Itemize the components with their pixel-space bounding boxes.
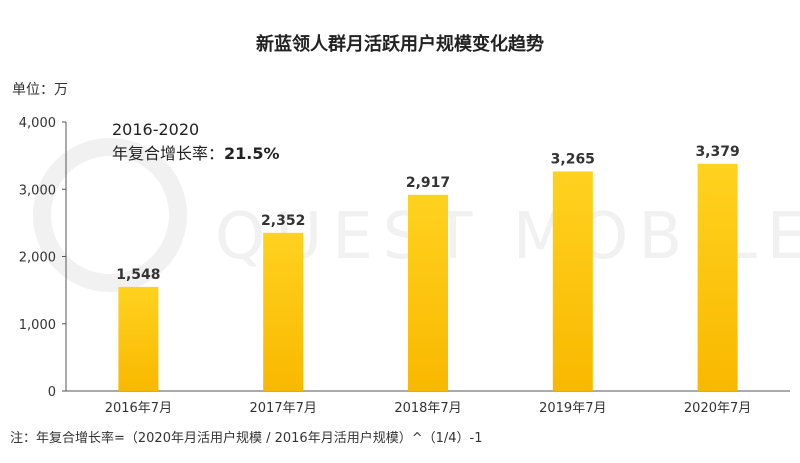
cagr-line: 年复合增长率：21.5% xyxy=(112,144,280,163)
x-tick-label: 2016年7月 xyxy=(105,401,172,416)
bar-value-label: 2,352 xyxy=(261,213,305,229)
bar xyxy=(263,232,304,391)
cagr-label: 年复合增长率： xyxy=(112,144,224,163)
x-tick-label: 2019年7月 xyxy=(539,401,606,416)
bar-value-label: 3,379 xyxy=(695,144,739,160)
cagr-annotation: 2016-2020 年复合增长率：21.5% xyxy=(112,120,280,163)
bar xyxy=(408,194,448,391)
chart-title: 新蓝领人群月活跃用户规模变化趋势 xyxy=(256,33,544,55)
bar-series xyxy=(118,163,738,391)
unit-label: 单位：万 xyxy=(12,82,68,98)
y-tick-label: 1,000 xyxy=(19,318,56,333)
cagr-period: 2016-2020 xyxy=(112,120,199,139)
y-axis-ticks: 0 1,000 2,000 3,000 4,000 xyxy=(19,116,66,400)
x-tick-label: 2017年7月 xyxy=(250,401,317,416)
bar-value-label: 2,917 xyxy=(406,175,450,191)
x-tick-label: 2020年7月 xyxy=(684,401,751,416)
y-tick-label: 4,000 xyxy=(19,116,56,131)
y-tick-label: 2,000 xyxy=(19,251,56,266)
bar-value-label: 3,265 xyxy=(551,151,595,167)
bar-value-label: 1,548 xyxy=(116,267,160,283)
bar xyxy=(118,286,159,391)
cagr-value: 21.5% xyxy=(224,144,280,163)
y-tick-label: 3,000 xyxy=(19,183,56,198)
y-tick-label: 0 xyxy=(48,385,56,400)
x-tick-label: 2018年7月 xyxy=(394,401,461,416)
value-labels: 1,548 2,352 2,917 3,265 3,379 xyxy=(116,144,739,283)
bar xyxy=(697,163,738,391)
x-axis-labels: 2016年7月 2017年7月 2018年7月 2019年7月 2020年7月 xyxy=(105,401,752,416)
watermark-logo-circle xyxy=(33,138,187,292)
footnote: 注：年复合增长率=（2020年月活用户规模 / 2016年月活用户规模）^（1/… xyxy=(10,430,482,446)
bar xyxy=(552,171,593,391)
